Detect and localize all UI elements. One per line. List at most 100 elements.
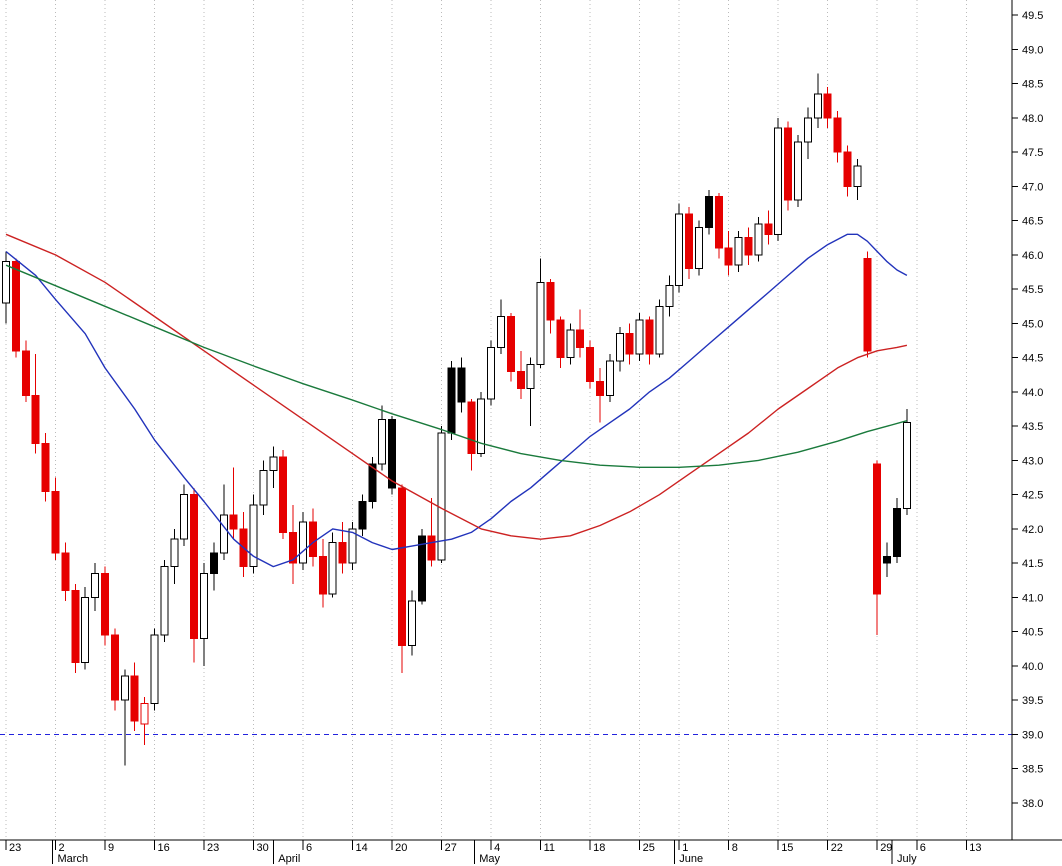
- candle: [318, 539, 327, 608]
- x-axis-week-label: 9: [108, 842, 114, 854]
- weekly-gridlines: [5, 0, 967, 840]
- y-axis-label: 49.0: [1022, 44, 1043, 56]
- candle: [774, 117, 783, 242]
- candle: [536, 258, 545, 368]
- y-axis-label: 48.5: [1022, 79, 1043, 91]
- candle: [744, 227, 753, 266]
- candle: [31, 354, 40, 454]
- candle: [417, 528, 426, 605]
- y-axis-label: 43.5: [1022, 421, 1043, 433]
- candle: [308, 508, 317, 567]
- candle: [665, 275, 674, 317]
- candle: [21, 340, 30, 403]
- candle: [51, 477, 60, 560]
- ma-fast-blue: [5, 233, 908, 568]
- candle: [427, 498, 436, 567]
- candle: [655, 299, 664, 358]
- candle: [61, 542, 70, 601]
- candles-layer: [2, 73, 911, 766]
- y-axis: 49.5 49.0 48.5 48.0 47.5 47.0 46.5 46.0 45.5 45.0…: [1011, 0, 1043, 840]
- candle: [398, 484, 406, 673]
- candle: [378, 405, 387, 471]
- candle: [120, 669, 129, 766]
- candle: [695, 220, 703, 276]
- x-axis-week-label: 6: [306, 842, 312, 854]
- x-axis-week-label: 22: [831, 842, 843, 854]
- candle: [368, 456, 377, 509]
- x-axis-week-label: 4: [494, 842, 500, 854]
- candle: [546, 278, 555, 334]
- candle: [487, 340, 496, 406]
- candle: [754, 217, 763, 262]
- y-axis-label: 41.0: [1022, 592, 1043, 604]
- x-axis-week-label: 27: [445, 842, 457, 854]
- x-axis-week-label: 6: [920, 842, 926, 854]
- x-axis-week-label: 23: [207, 842, 219, 854]
- x-axis-week-label: 29: [880, 842, 892, 854]
- candle: [883, 542, 892, 577]
- candle: [863, 251, 872, 358]
- candle: [497, 299, 505, 355]
- y-axis-label: 41.5: [1022, 558, 1043, 570]
- x-axis-week-label: 14: [356, 842, 368, 854]
- candle: [714, 193, 723, 259]
- candle: [437, 426, 446, 564]
- candle: [160, 559, 169, 642]
- candle: [675, 203, 684, 293]
- candle: [200, 563, 208, 666]
- candle: [407, 590, 416, 656]
- candle: [764, 210, 773, 245]
- y-axis-label: 42.5: [1022, 490, 1043, 502]
- candle: [180, 484, 189, 547]
- x-axis-week-label: 16: [158, 842, 170, 854]
- y-axis-label: 40.0: [1022, 661, 1043, 673]
- x-axis-week-label: 15: [781, 842, 793, 854]
- x-axis-week-label: 20: [395, 842, 407, 854]
- x-axis-month-label: March: [58, 853, 89, 865]
- y-axis-label: 45.5: [1022, 284, 1043, 296]
- candle: [794, 134, 802, 207]
- y-axis-label: 48.0: [1022, 113, 1043, 125]
- y-axis-label: 39.5: [1022, 695, 1043, 707]
- candle: [150, 628, 159, 711]
- candle: [41, 433, 50, 502]
- candle: [229, 467, 238, 540]
- y-axis-label: 49.5: [1022, 10, 1043, 22]
- x-axis-week-label: 18: [593, 842, 605, 854]
- y-axis-label: 43.0: [1022, 455, 1043, 467]
- candle: [81, 587, 90, 670]
- candle: [457, 357, 466, 413]
- x-axis-week-label: 11: [544, 842, 555, 854]
- candle: [605, 354, 614, 403]
- candle: [556, 316, 565, 368]
- candle: [477, 391, 486, 457]
- candle: [289, 504, 298, 584]
- candle: [447, 361, 456, 440]
- candle: [130, 662, 139, 732]
- ma-medium-red: [5, 233, 908, 540]
- candle: [209, 542, 218, 591]
- x-axis-week-label: 2: [59, 842, 65, 854]
- y-axis-label: 46.0: [1022, 250, 1043, 262]
- x-axis-week-label: 30: [257, 842, 269, 854]
- y-axis-label: 46.5: [1022, 216, 1043, 228]
- candle: [734, 230, 743, 273]
- y-axis-label: 42.0: [1022, 524, 1043, 536]
- candle: [259, 460, 268, 516]
- candle: [784, 121, 793, 211]
- y-axis-label: 47.0: [1022, 181, 1043, 193]
- candle: [566, 323, 575, 365]
- y-axis-label: 47.5: [1022, 147, 1043, 159]
- candle: [219, 484, 228, 560]
- candle: [625, 323, 634, 365]
- candle: [704, 189, 713, 235]
- candle: [586, 340, 595, 389]
- candle: [843, 145, 852, 197]
- candle: [833, 110, 842, 163]
- y-axis-label: 44.0: [1022, 387, 1043, 399]
- candle: [893, 498, 901, 564]
- candle: [299, 511, 307, 571]
